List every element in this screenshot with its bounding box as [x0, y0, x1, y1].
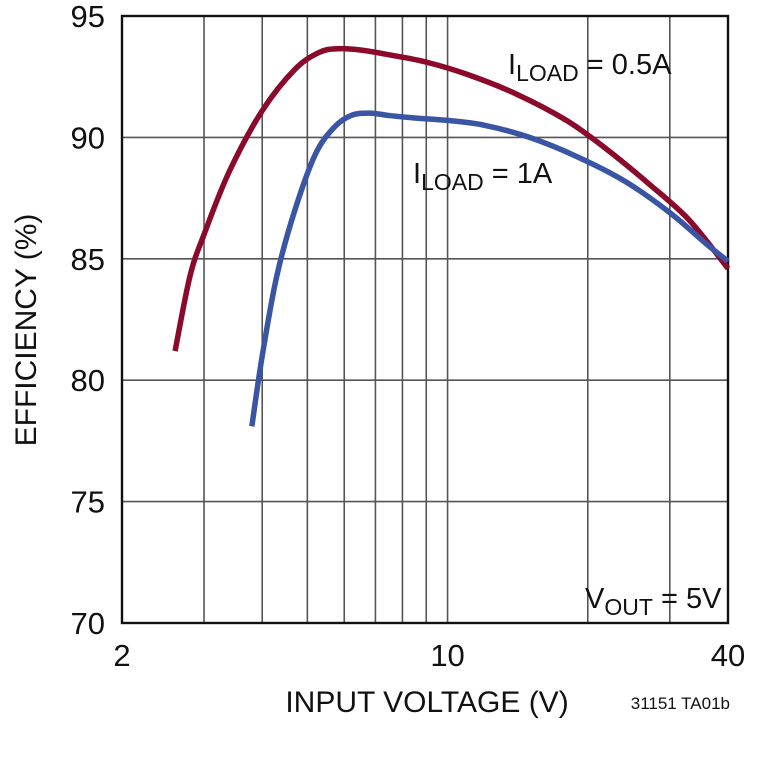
y-axis-title: EFFICIENCY (%) — [10, 214, 43, 447]
annotation-load-half-rest: = 0.5A — [579, 49, 672, 81]
x-tick-labels: 2 10 40 — [113, 638, 745, 673]
annotation-load-one-sub: LOAD — [421, 169, 484, 195]
y-tick-label: 70 — [71, 606, 105, 641]
figure-code: 31151 TA01b — [631, 694, 730, 713]
annotation-load-half: ILOAD = 0.5A — [508, 49, 672, 86]
plot-frame — [120, 14, 730, 625]
y-tick-label: 85 — [71, 242, 105, 277]
annotation-vout-sub: OUT — [604, 594, 653, 620]
x-tick-label: 2 — [113, 638, 130, 673]
grid-lines — [122, 16, 728, 623]
annotation-vout: VOUT = 5V — [585, 583, 722, 620]
y-tick-label: 75 — [71, 485, 105, 520]
y-tick-label: 80 — [71, 363, 105, 398]
annotation-load-half-main: I — [508, 49, 516, 81]
series-line-load-1a — [249, 110, 730, 427]
x-tick-label: 40 — [711, 638, 745, 673]
x-axis-title: INPUT VOLTAGE (V) — [285, 686, 568, 719]
series-line-load-0-5a — [172, 45, 731, 352]
annotation-vout-rest: = 5V — [653, 583, 722, 615]
curves — [172, 45, 731, 427]
annotation-load-one-rest: = 1A — [484, 158, 553, 190]
y-tick-label: 90 — [71, 120, 105, 155]
annotation-load-half-sub: LOAD — [516, 60, 579, 86]
annotation-vout-main: V — [585, 583, 605, 615]
annotation-load-one: ILOAD = 1A — [413, 158, 553, 195]
y-tick-labels: 70 75 80 85 90 95 — [71, 0, 105, 641]
annotation-load-one-main: I — [413, 158, 421, 190]
x-tick-label: 10 — [430, 638, 464, 673]
y-tick-label: 95 — [71, 0, 105, 34]
